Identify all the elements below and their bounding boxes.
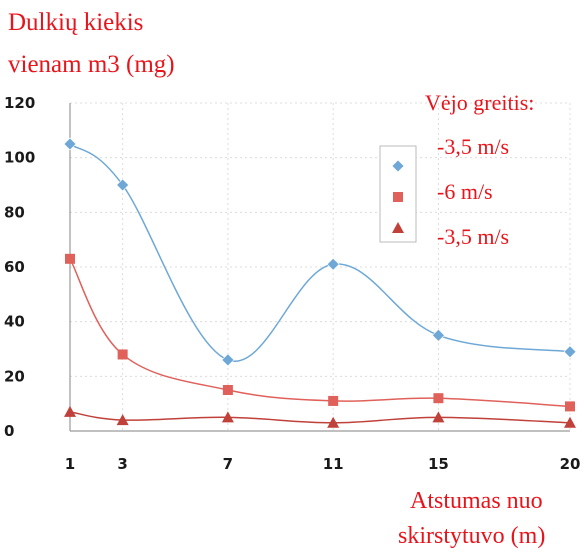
y-tick-label: 120 xyxy=(4,94,35,112)
grid xyxy=(69,102,571,432)
y-tick-label: 20 xyxy=(4,367,25,385)
data-point xyxy=(116,414,129,426)
data-point xyxy=(431,328,445,342)
data-point xyxy=(221,411,234,423)
data-point xyxy=(565,401,575,412)
data-point xyxy=(116,178,130,192)
x-axis-title: Atstumas nuo skirstytuvo (m) xyxy=(398,488,545,549)
legend-marker-2 xyxy=(393,192,403,202)
x-tick-label: 11 xyxy=(323,455,344,473)
x-tick-label: 7 xyxy=(223,455,233,473)
y-tick-label: 60 xyxy=(4,258,25,276)
series-1 xyxy=(63,137,577,367)
x-tick-label: 3 xyxy=(117,455,127,473)
data-point xyxy=(117,349,128,360)
series-3 xyxy=(64,405,576,428)
series-line xyxy=(69,411,571,424)
x-axis-title-line-1: Atstumas nuo xyxy=(410,488,543,514)
series-line xyxy=(69,143,571,362)
series-2 xyxy=(65,253,575,412)
series-line xyxy=(69,258,571,408)
y-tick-label: 0 xyxy=(4,422,14,440)
legend-marker-1 xyxy=(391,159,405,173)
data-point xyxy=(327,416,340,428)
legend-items: -3,5 m/s -6 m/s -3,5 m/s xyxy=(391,134,509,249)
x-axis-title-line-2: skirstytuvo (m) xyxy=(398,523,545,549)
legend: Vėjo greitis: -3,5 m/s -6 m/s -3,5 m/s xyxy=(379,90,534,249)
x-tick-labels: 1 3 7 11 15 20 xyxy=(65,455,581,473)
data-point xyxy=(563,345,577,359)
data-point xyxy=(564,416,576,428)
data-point xyxy=(432,411,445,423)
legend-title: Vėjo greitis: xyxy=(425,90,534,115)
x-tick-label: 1 xyxy=(65,455,75,473)
y-axis-title: Dulkių kiekis vienam m3 (mg) xyxy=(8,9,175,78)
y-axis-title-line-1: Dulkių kiekis xyxy=(8,9,143,36)
series xyxy=(63,137,577,428)
data-point xyxy=(221,353,235,367)
data-point xyxy=(222,385,233,395)
data-point xyxy=(433,393,444,404)
y-tick-label: 100 xyxy=(4,149,35,167)
data-point xyxy=(64,405,76,417)
y-tick-label: 40 xyxy=(4,313,25,331)
data-point xyxy=(326,257,340,271)
legend-marker-3 xyxy=(392,222,404,233)
data-point xyxy=(328,395,339,406)
legend-label-3: -3,5 m/s xyxy=(437,224,509,249)
data-point xyxy=(65,253,75,264)
y-axis-title-line-2: vienam m3 (mg) xyxy=(8,51,175,78)
legend-label-1: -3,5 m/s xyxy=(437,134,509,159)
y-tick-labels: 0 20 40 60 80 100 120 xyxy=(4,94,35,440)
x-tick-label: 20 xyxy=(560,455,581,473)
data-point xyxy=(63,137,77,151)
y-tick-label: 80 xyxy=(4,203,25,221)
x-tick-label: 15 xyxy=(428,455,449,473)
legend-label-2: -6 m/s xyxy=(437,179,493,204)
